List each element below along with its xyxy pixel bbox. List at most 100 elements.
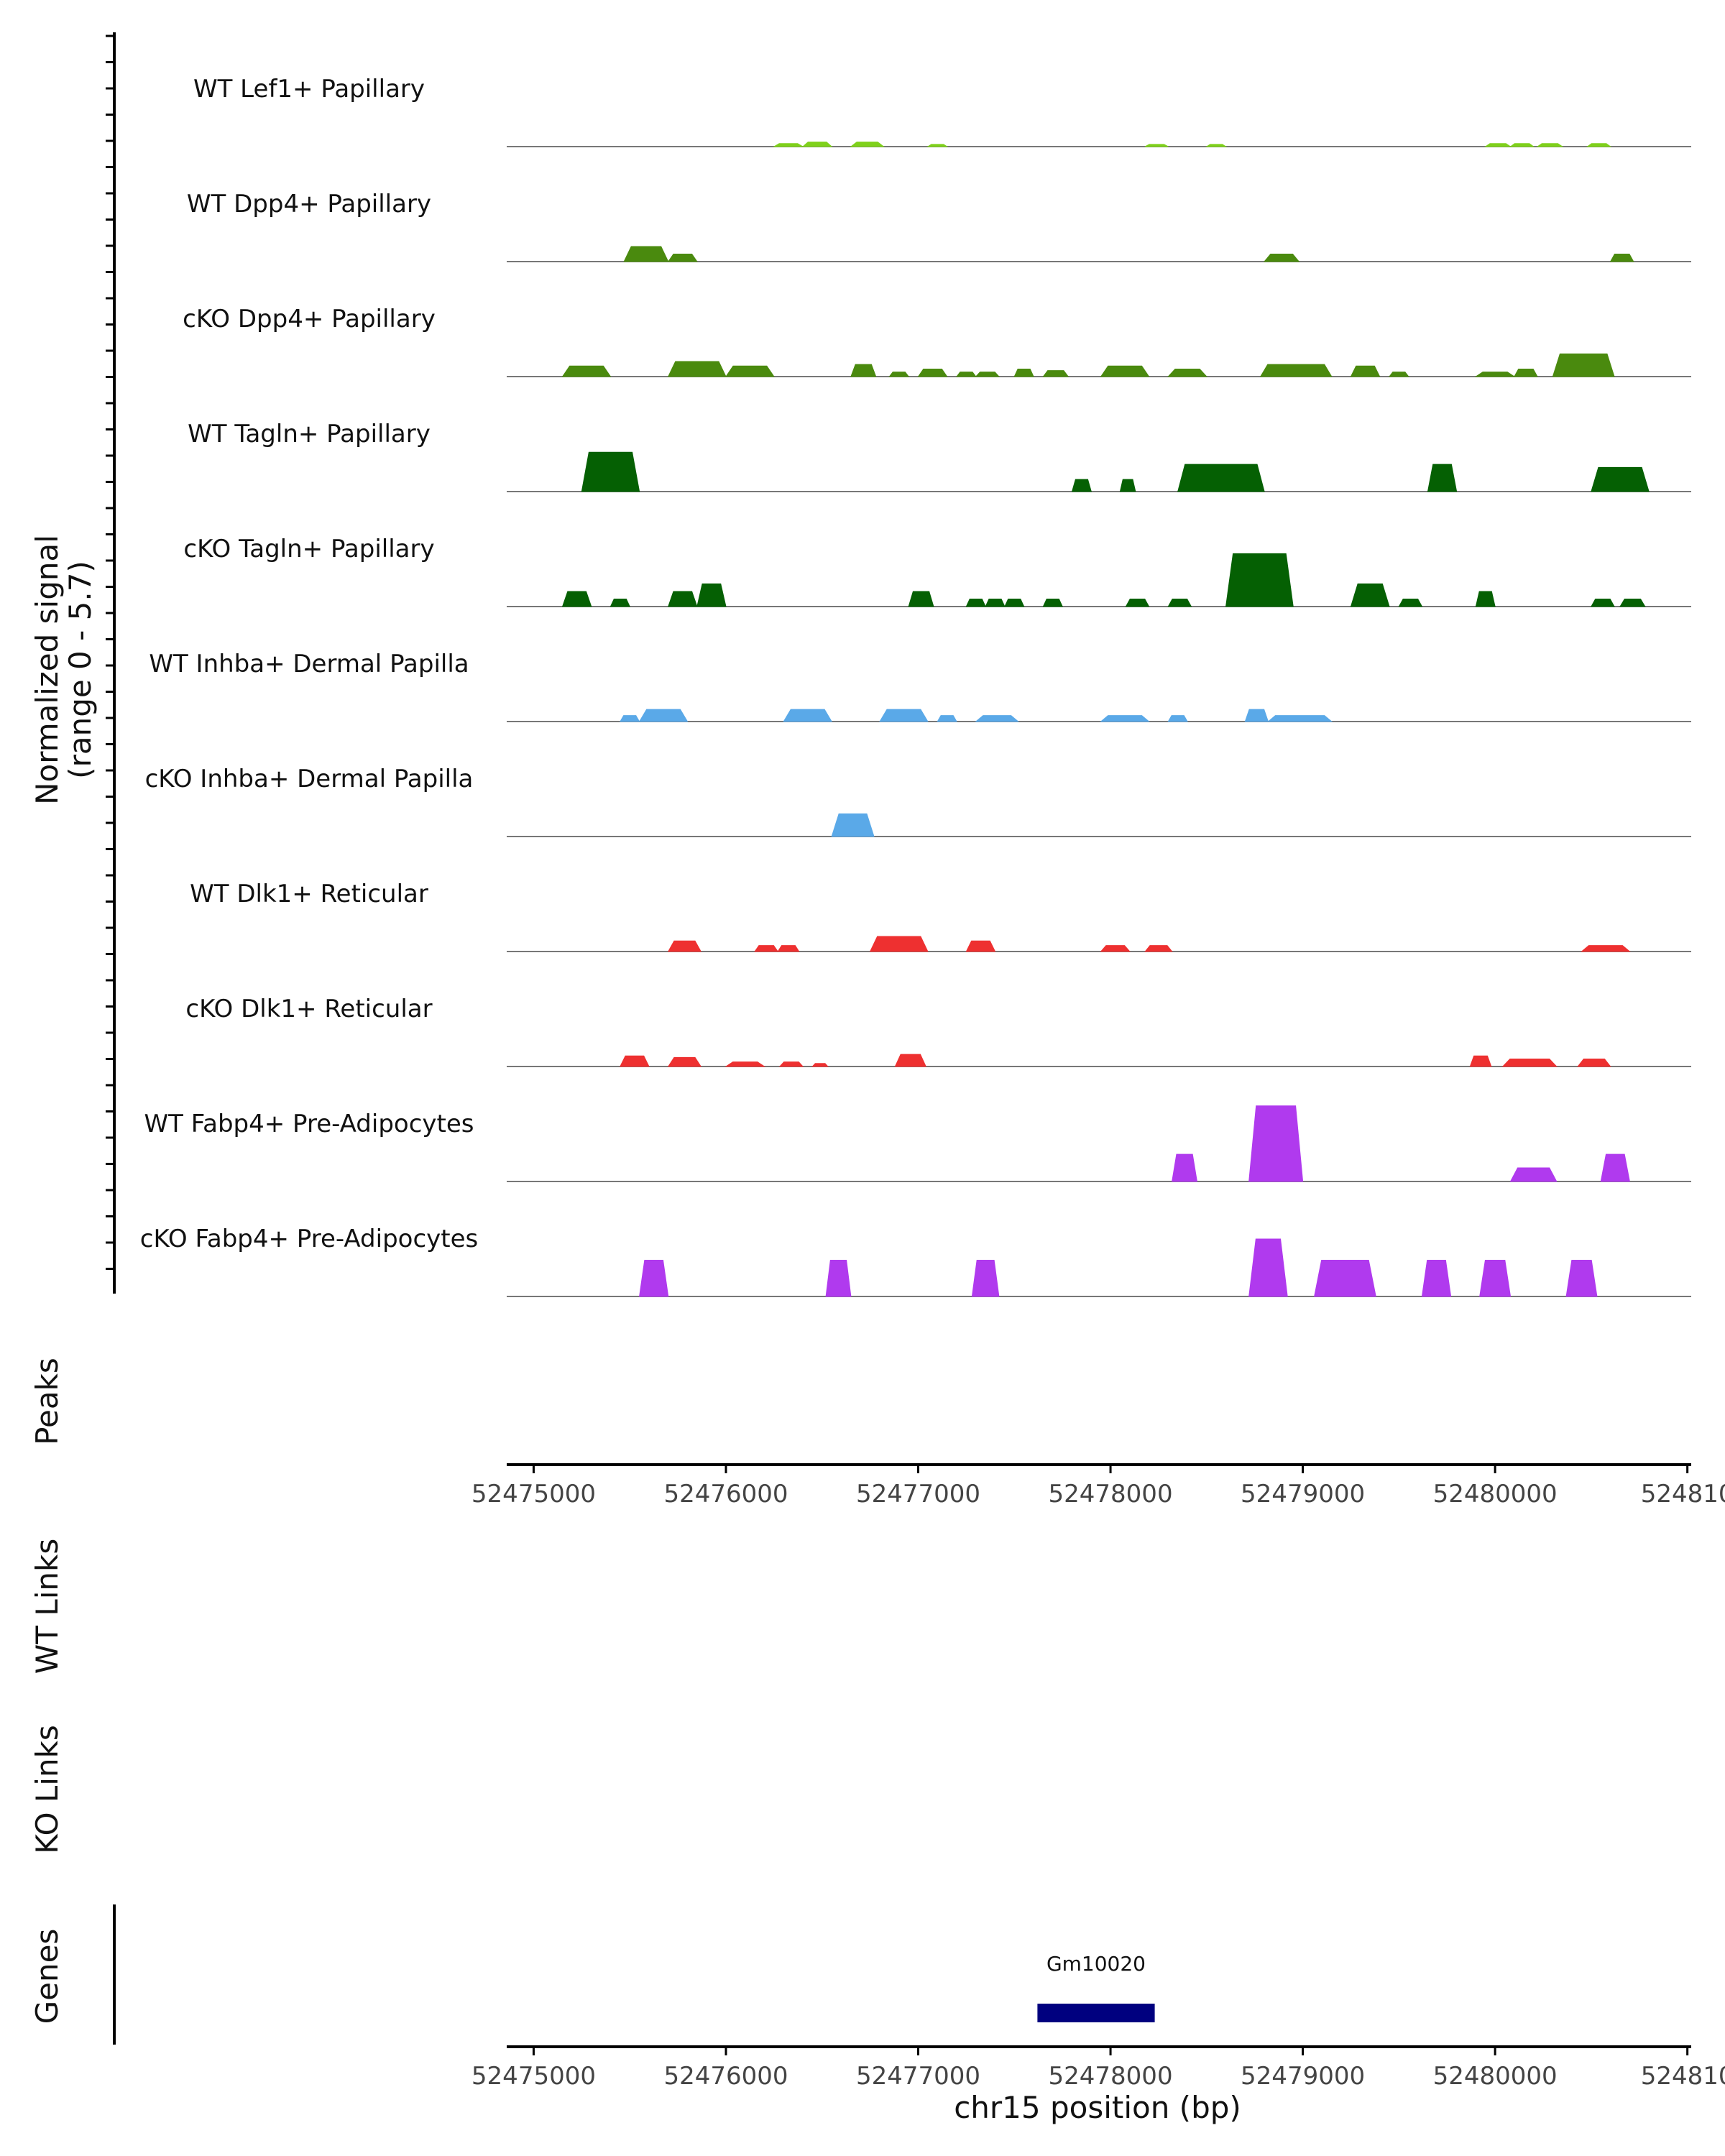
coverage-peak — [937, 715, 957, 722]
track-label: cKO Tagln+ Papillary — [183, 535, 434, 563]
coverage-peak — [926, 144, 949, 147]
x-tick-label: 524810 — [1641, 2062, 1725, 2091]
coverage-peak — [879, 709, 929, 722]
coverage-peak — [1509, 1167, 1558, 1182]
coverage-peak — [1172, 1153, 1198, 1182]
ko-links-panel-label: KO Links — [29, 1725, 65, 1854]
x-tick-label: 524810 — [1641, 1480, 1725, 1508]
track: cKO Tagln+ Papillary — [183, 535, 1691, 607]
coverage-peak — [1144, 945, 1173, 952]
x-tick-label: 52477000 — [856, 2062, 980, 2091]
coverage-peak — [1248, 1238, 1288, 1297]
coverage-peak — [1042, 598, 1063, 607]
gene-label: Gm10020 — [1046, 1952, 1146, 1976]
coverage-peak — [1479, 1259, 1512, 1297]
coverage-peak — [783, 709, 833, 722]
track: WT Dpp4+ Papillary — [187, 190, 1691, 262]
gene-body — [1037, 2004, 1155, 2022]
coverage-peak — [667, 940, 702, 952]
coverage-peak — [1421, 1259, 1452, 1297]
coverage-peak — [623, 246, 669, 262]
track-label: WT Tagln+ Papillary — [188, 420, 431, 448]
x-tick-label: 52479000 — [1241, 2062, 1365, 2091]
coverage-peak — [1565, 1259, 1598, 1297]
coverage-peak — [825, 1259, 852, 1297]
coverage-peak — [1244, 709, 1269, 722]
x-tick-label: 52480000 — [1433, 1480, 1558, 1508]
coverage-peak — [619, 715, 640, 722]
track-label: cKO Dlk1+ Reticular — [185, 995, 432, 1023]
coverage-peak — [1398, 598, 1423, 607]
gene-annotations: Gm10020 — [1037, 1952, 1155, 2022]
coverage-peak — [561, 591, 592, 607]
coverage-peak — [1100, 365, 1150, 377]
coverage-peak — [638, 709, 689, 722]
coverage-peak — [965, 598, 986, 607]
x-tick-label: 52475000 — [472, 1480, 596, 1508]
track-label: WT Dpp4+ Papillary — [187, 190, 431, 218]
coverage-peak — [1586, 143, 1612, 147]
coverage-peak — [1119, 479, 1136, 492]
coverage-peak — [1267, 715, 1333, 722]
coverage-peak — [1167, 715, 1188, 722]
coverage-peak — [1071, 479, 1092, 492]
track: WT Tagln+ Papillary — [188, 420, 1691, 492]
coverage-peak — [778, 1061, 804, 1067]
coverage-peak — [1205, 144, 1228, 147]
track-label: WT Fabp4+ Pre-Adipocytes — [144, 1110, 474, 1138]
signal-y-axis-sublabel: (range 0 - 5.7) — [63, 561, 98, 779]
track: cKO Dpp4+ Papillary — [183, 305, 1691, 377]
coverage-peak — [1600, 1153, 1630, 1182]
coverage-peak — [888, 372, 910, 377]
genes-panel-label: Genes — [29, 1929, 65, 2024]
coverage-peak — [869, 936, 929, 952]
coverage-peak — [667, 361, 727, 377]
track-label: WT Dlk1+ Reticular — [190, 880, 428, 908]
coverage-peak — [1469, 1055, 1492, 1067]
coverage-peak — [754, 945, 779, 952]
coverage-peak — [667, 253, 698, 262]
coverage-peak — [1167, 598, 1192, 607]
coverage-peak — [965, 940, 996, 952]
x-tick-label: 52477000 — [856, 1480, 980, 1508]
coverage-peak — [1388, 372, 1409, 377]
coverage-peak — [1100, 715, 1150, 722]
coverage-peak — [917, 368, 948, 377]
coverage-peak — [1100, 945, 1131, 952]
coverage-peak — [1501, 1058, 1558, 1067]
track-label: cKO Inhba+ Dermal Papilla — [145, 765, 474, 793]
x-tick-label: 52475000 — [472, 2062, 596, 2091]
x-tick-label: 52480000 — [1433, 2062, 1558, 2091]
coverage-peak — [1609, 253, 1634, 262]
coverage-peak — [801, 142, 833, 147]
coverage-peak — [985, 598, 1006, 607]
coverage-peak — [696, 583, 727, 607]
coverage-peak — [1591, 466, 1650, 492]
coverage-peak — [971, 1259, 1000, 1297]
signal-y-axis-label: Normalized signal — [29, 535, 65, 805]
coverage-peak — [777, 945, 800, 952]
coverage-peak — [850, 142, 885, 147]
coverage-peak — [1013, 368, 1034, 377]
coverage-peak — [1536, 143, 1564, 147]
coverage-peak — [639, 1259, 669, 1297]
coverage-peak — [956, 372, 977, 377]
coverage-peak — [725, 365, 775, 377]
x-tick-label: 52478000 — [1049, 2062, 1173, 2091]
coverage-peak — [620, 1055, 650, 1067]
x-axis-genes: 52475000 52476000 52477000 52478000 52479000… — [472, 2045, 1725, 2091]
x-axis-title: chr15 position (bp) — [954, 2090, 1241, 2125]
coverage-peak — [831, 813, 875, 837]
coverage-peak — [1248, 1105, 1304, 1182]
track-label: WT Inhba+ Dermal Papilla — [149, 650, 469, 678]
coverage-peak — [1350, 583, 1390, 607]
coverage-peak — [1314, 1259, 1376, 1297]
coverage-peak — [975, 372, 1000, 377]
coverage-peak — [1264, 253, 1300, 262]
track-label: cKO Dpp4+ Papillary — [183, 305, 436, 333]
coverage-peak — [1581, 945, 1631, 952]
coverage-peak — [811, 1063, 829, 1067]
coverage-peak — [1144, 144, 1169, 147]
coverage-peak — [1042, 370, 1070, 377]
